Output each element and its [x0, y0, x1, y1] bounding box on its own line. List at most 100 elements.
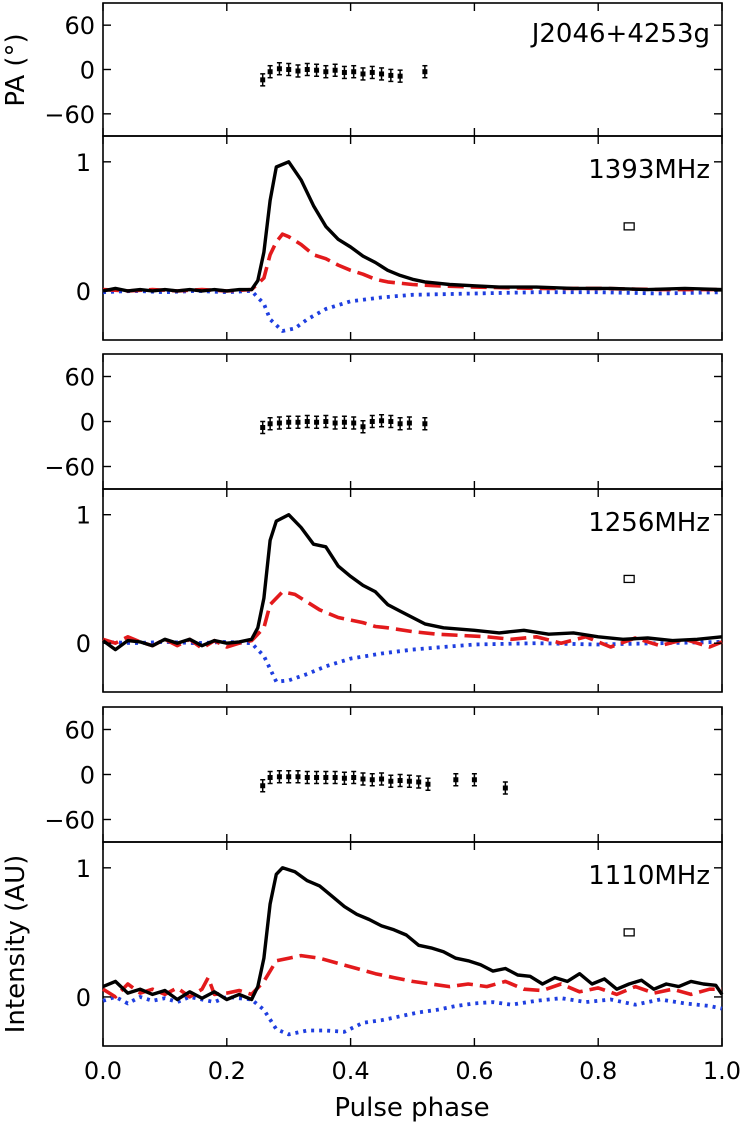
- pa-point-1110mhz: [502, 781, 508, 795]
- pa-point-1393mhz: [369, 65, 375, 80]
- pa-point-1110mhz: [351, 770, 357, 785]
- x-tick-label: 1.0: [703, 1057, 741, 1085]
- total-intensity-curve-1110mhz: [102, 866, 724, 1002]
- pa-point-1393mhz: [304, 62, 310, 77]
- intensity-curves-1393: [102, 160, 723, 333]
- intensity-ytick-label-1256mhz: 0: [76, 630, 91, 658]
- pa-point-1393mhz: [341, 65, 347, 80]
- intensity-yticks-1110: 10: [76, 707, 723, 1046]
- pa-point-1256mhz: [369, 414, 375, 429]
- total-intensity-curve-1256mhz: [102, 513, 723, 652]
- box-marker-1110mhz: [623, 928, 635, 937]
- pa-point-1393mhz: [323, 64, 329, 79]
- x-tick-label: 0.6: [455, 1057, 493, 1085]
- intensity-yticks-1393: 10: [76, 3, 723, 340]
- circular-intensity-curve-1393mhz: [102, 288, 723, 333]
- intensity-frame-1110: [102, 841, 723, 1047]
- total-intensity-curve-1393mhz: [102, 160, 723, 293]
- box-marker-1393mhz: [623, 222, 635, 231]
- pa-point-1110mhz: [341, 771, 347, 785]
- pa-point-1393mhz: [314, 63, 320, 77]
- pa-point-1110mhz: [388, 774, 394, 788]
- pa-point-1256mhz: [304, 414, 310, 429]
- pa-point-1256mhz: [323, 414, 329, 429]
- pa-point-1393mhz: [295, 64, 301, 78]
- pa-axis-title: PA (°): [1, 33, 31, 106]
- x-tick-label: 0.0: [84, 1057, 122, 1085]
- pa-point-1110mhz: [406, 774, 412, 788]
- pa-ytick-label-1393mhz: 0: [80, 57, 95, 85]
- intensity-panel-1393: 10 1393MHz: [76, 3, 723, 341]
- pa-point-1110mhz: [379, 772, 385, 786]
- pa-ytick-label-1110mhz: 60: [64, 717, 95, 745]
- pa-point-1110mhz: [323, 770, 329, 785]
- intensity-yticks-1256: 10: [76, 354, 723, 692]
- pa-point-1110mhz: [453, 773, 459, 787]
- circular-intensity-curve-1110mhz: [102, 995, 723, 1037]
- pa-point-1256mhz: [379, 414, 385, 428]
- pa-yticks-1393: 60 0 −60: [44, 12, 722, 129]
- x-ticks-1256mhz: [102, 354, 723, 692]
- intensity-panel-1256: 10 1256MHz: [76, 354, 723, 693]
- intensity-panel-1110: 10 1110MHz: [76, 707, 724, 1047]
- pa-point-1256mhz: [360, 420, 366, 434]
- pa-point-1393mhz: [388, 68, 394, 83]
- frequency-label-1256: 1256MHz: [588, 508, 710, 538]
- x-tick-label: 0.8: [579, 1057, 617, 1085]
- pa-ytick-label-1256mhz: 0: [80, 409, 95, 437]
- pa-ytick-label-1110mhz: −60: [44, 807, 95, 835]
- pa-yticks-1110: 60 0 −60: [44, 717, 722, 835]
- pa-point-1110mhz: [369, 773, 375, 787]
- pa-point-1256mhz: [267, 417, 273, 431]
- pa-point-1256mhz: [276, 416, 282, 430]
- x-axis-title: Pulse phase: [334, 1093, 489, 1123]
- frequency-label-1393: 1393MHz: [588, 155, 710, 185]
- pa-point-1110mhz: [314, 770, 320, 785]
- intensity-axis-title: Intensity (AU): [1, 855, 31, 1034]
- pa-frame-1110: [102, 706, 723, 843]
- pulsar-name-label: J2046+4253g: [530, 19, 710, 49]
- pa-point-1110mhz: [397, 773, 403, 788]
- intensity-ytick-label-1256mhz: 1: [76, 502, 91, 530]
- pa-point-1110mhz: [260, 779, 266, 793]
- pa-point-1110mhz: [286, 770, 292, 784]
- linear-intensity-curve-1393mhz: [102, 232, 722, 293]
- pa-point-1110mhz: [295, 770, 301, 784]
- pa-point-1256mhz: [351, 416, 357, 430]
- pa-point-1256mhz: [260, 420, 266, 435]
- x-tick-label: 0.4: [332, 1057, 370, 1085]
- x-axis: 0.0 0.2 0.4 0.6 0.8 1.0: [84, 1057, 741, 1085]
- pa-point-1256mhz: [314, 415, 320, 429]
- pa-point-1256mhz: [397, 417, 403, 431]
- pa-point-1393mhz: [379, 67, 385, 81]
- pa-point-1256mhz: [388, 414, 394, 429]
- pa-point-1256mhz: [332, 416, 338, 430]
- pa-point-1393mhz: [286, 62, 292, 77]
- pa-point-1393mhz: [267, 64, 273, 79]
- pa-points-1256: [260, 414, 428, 435]
- intensity-frame-1393: [102, 135, 723, 341]
- x-tick-label: 0.2: [208, 1057, 246, 1085]
- linear-intensity-curve-1110mhz: [102, 953, 722, 999]
- box-marker-1256mhz: [623, 574, 635, 584]
- pa-point-1256mhz: [295, 415, 301, 429]
- intensity-ytick-label-1110mhz: 1: [76, 855, 91, 883]
- pa-point-1393mhz: [422, 64, 428, 79]
- pa-points-1393: [260, 62, 428, 87]
- pa-point-1256mhz: [406, 416, 412, 430]
- pa-point-1110mhz: [304, 770, 310, 785]
- intensity-ytick-label-1393mhz: 0: [76, 278, 91, 306]
- pa-point-1256mhz: [286, 415, 292, 429]
- pa-point-1256mhz: [341, 415, 347, 429]
- pa-ytick-label-1256mhz: 60: [64, 364, 95, 392]
- intensity-curves-1110: [102, 866, 724, 1037]
- circular-intensity-curve-1256mhz: [102, 640, 723, 684]
- pa-point-1110mhz: [416, 775, 422, 789]
- linear-intensity-curve-1256mhz: [102, 589, 723, 651]
- pa-point-1110mhz: [360, 772, 366, 786]
- pa-point-1393mhz: [351, 64, 357, 79]
- x-ticks-1110mhz: [102, 707, 723, 1046]
- pa-point-1393mhz: [332, 63, 338, 77]
- pa-point-1110mhz: [332, 770, 338, 785]
- intensity-ytick-label-1393mhz: 1: [76, 149, 91, 177]
